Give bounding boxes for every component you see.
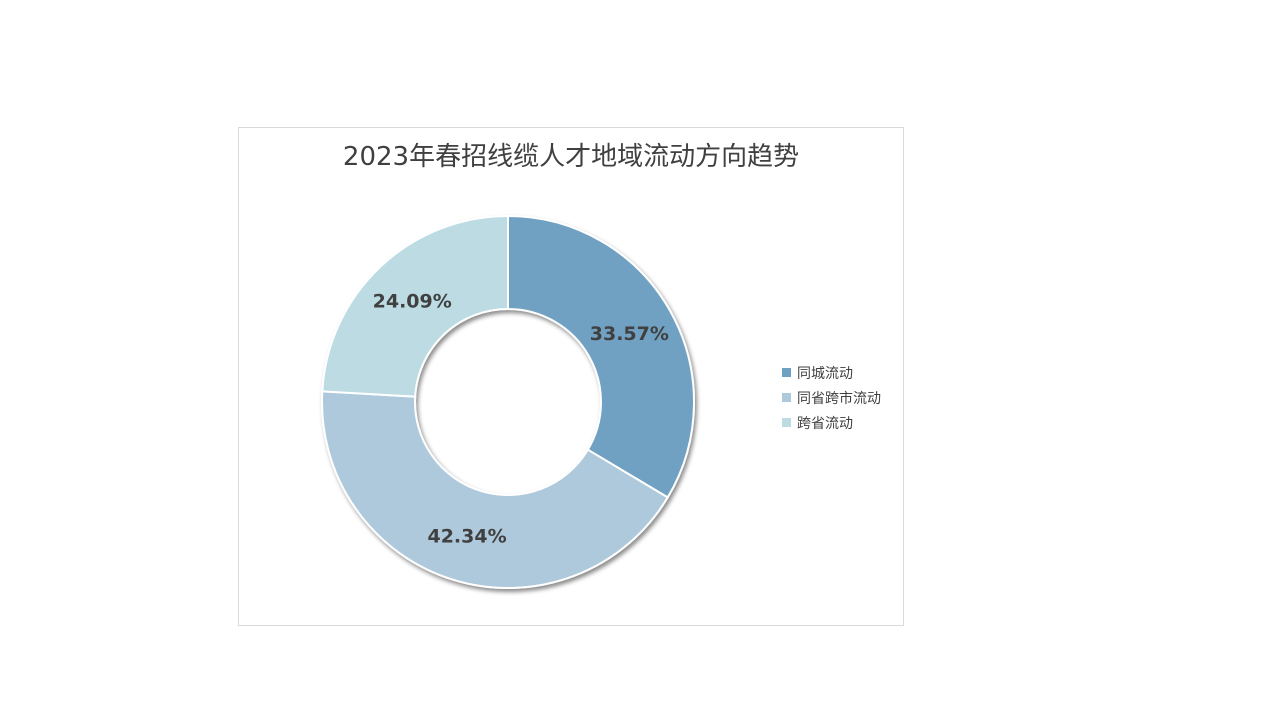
legend-item: 同城流动	[782, 360, 881, 385]
donut-slice	[321, 214, 509, 398]
donut-slice	[507, 214, 695, 499]
legend-label: 同省跨市流动	[797, 390, 881, 407]
donut-slice	[321, 390, 670, 589]
slice-data-label: 24.09%	[373, 291, 452, 313]
legend-item: 同省跨市流动	[782, 385, 881, 410]
legend-swatch	[782, 418, 791, 427]
slice-data-label: 33.57%	[590, 323, 669, 345]
donut-chart: 33.57% 42.34% 24.09%	[321, 214, 695, 589]
legend-label: 跨省流动	[797, 415, 853, 432]
legend-label: 同城流动	[797, 365, 853, 382]
chart-legend: 同城流动 同省跨市流动 跨省流动	[782, 360, 881, 435]
legend-swatch	[782, 368, 791, 377]
legend-item: 跨省流动	[782, 410, 881, 435]
slice-data-label: 42.34%	[427, 525, 506, 547]
chart-container: 2023年春招线缆人才地域流动方向趋势 33.57% 42.34% 24.09% 同…	[238, 127, 904, 626]
legend-swatch	[782, 393, 791, 402]
chart-title: 2023年春招线缆人才地域流动方向趋势	[342, 142, 800, 172]
